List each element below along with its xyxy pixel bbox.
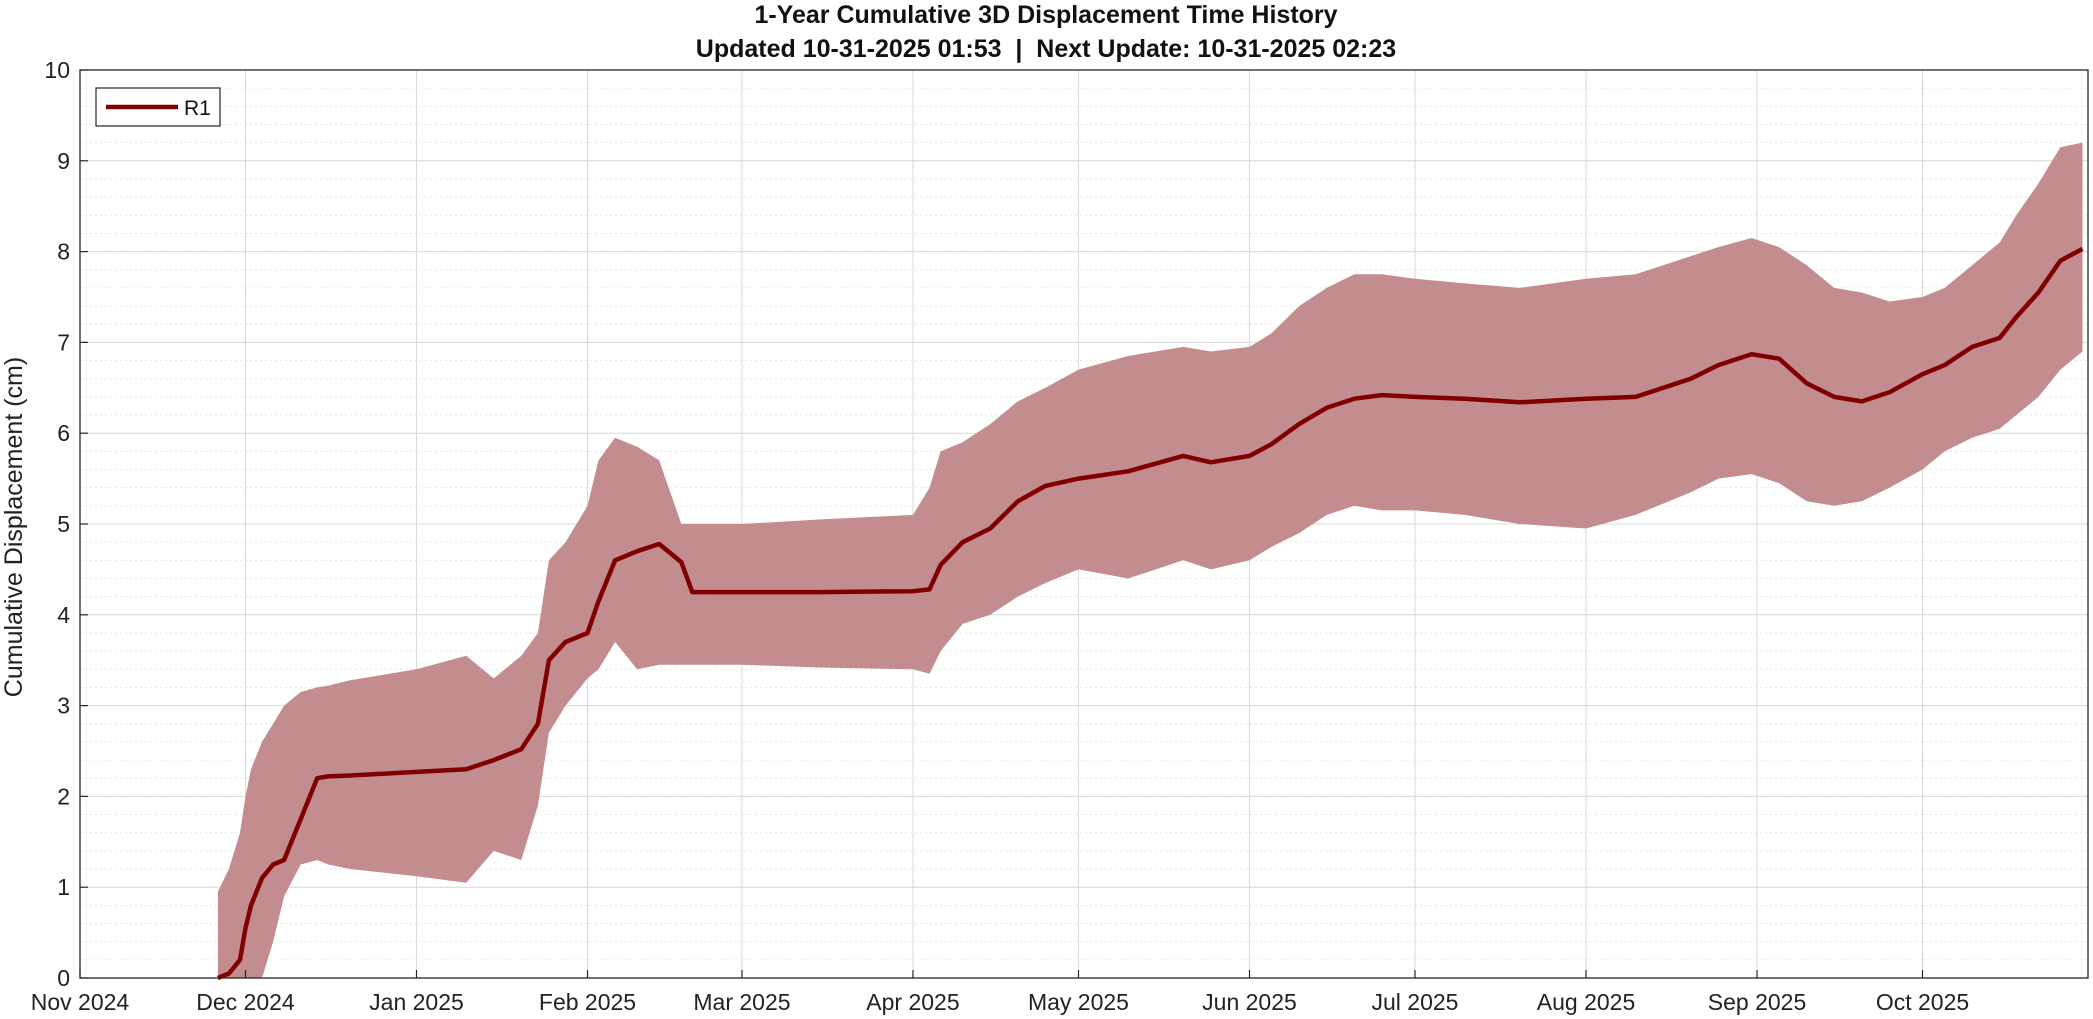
x-tick-labels: Nov 2024 Dec 2024 Jan 2025 Feb 2025 Mar 2025… <box>31 989 1969 1015</box>
y-tick-label: 7 <box>57 329 70 355</box>
chart-title: 1-Year Cumulative 3D Displacement Time H… <box>754 1 1337 29</box>
y-tick-label: 0 <box>57 965 70 991</box>
x-tick-label: Sep 2025 <box>1708 989 1806 1015</box>
axes-frame <box>79 69 2089 979</box>
x-tick-label: Apr 2025 <box>866 989 959 1015</box>
y-tick-label: 10 <box>44 57 70 83</box>
x-tick-label: Jun 2025 <box>1202 989 1297 1015</box>
x-tick-label: Oct 2025 <box>1876 989 1969 1015</box>
y-tick-label: 5 <box>57 511 70 537</box>
series-r1-band <box>217 142 2083 979</box>
chart-subtitle: Updated 10-31-2025 01:53 | Next Update: … <box>696 35 1396 63</box>
x-tick-label: Feb 2025 <box>539 989 636 1015</box>
y-tick-label: 2 <box>57 783 70 809</box>
x-tick-label: Jul 2025 <box>1372 989 1459 1015</box>
y-tick-label: 3 <box>57 693 70 719</box>
y-tick-label: 1 <box>57 874 70 900</box>
x-tick-label: May 2025 <box>1028 989 1129 1015</box>
series-line-layer <box>217 246 2084 981</box>
y-tick-labels: 0 1 2 3 4 5 6 7 8 9 10 <box>44 57 70 991</box>
y-tick-label: 9 <box>57 148 70 174</box>
x-tick-label: Dec 2024 <box>196 989 295 1015</box>
x-tick-label: Jan 2025 <box>369 989 464 1015</box>
uncertainty-band-layer <box>217 142 2083 979</box>
y-tick-label: 6 <box>57 420 70 446</box>
y-tick-label: 4 <box>57 602 70 628</box>
y-tick-label: 8 <box>57 239 70 265</box>
legend-label-r1: R1 <box>184 97 211 120</box>
x-tick-label: Mar 2025 <box>693 989 790 1015</box>
x-tick-label: Nov 2024 <box>31 989 130 1015</box>
y-axis-label: Cumulative Displacement (cm) <box>0 357 28 697</box>
legend: R1 <box>95 87 221 127</box>
series-r1-line <box>217 246 2084 981</box>
x-tick-label: Aug 2025 <box>1537 989 1635 1015</box>
